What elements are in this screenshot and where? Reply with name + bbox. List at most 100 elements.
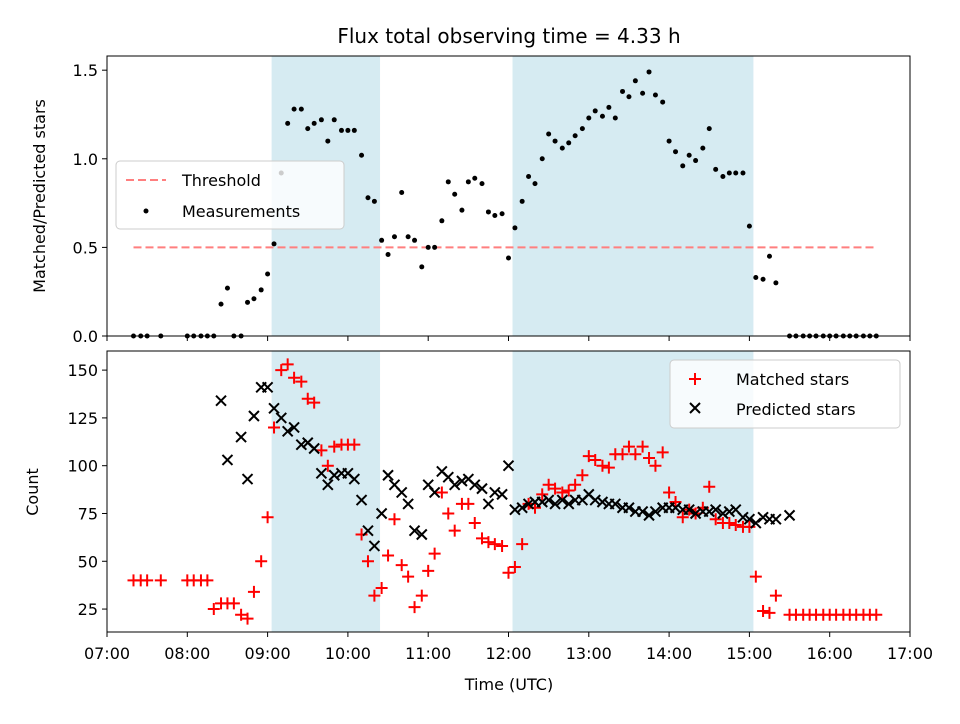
predicted-star-point	[295, 438, 308, 451]
matched-star-point	[361, 555, 374, 568]
predicted-star-point	[275, 412, 287, 424]
predicted-star-point	[476, 482, 488, 495]
matched-star-point	[569, 478, 582, 491]
predicted-star-point	[241, 473, 254, 485]
predicted-star-point	[643, 509, 655, 522]
predicted-star-point	[362, 524, 374, 537]
predicted-star-point	[516, 502, 528, 514]
measurement-point	[338, 127, 344, 133]
bottom-x-tick-label: 10:00	[325, 644, 371, 663]
measurement-point	[652, 92, 658, 98]
matched-star-point	[288, 371, 301, 384]
matched-star-point	[275, 364, 288, 377]
matched-star-point	[295, 375, 308, 388]
predicted-star-point	[609, 498, 622, 510]
matched-star-point	[643, 452, 656, 465]
measurement-point	[291, 106, 297, 112]
matched-star-point	[141, 574, 154, 587]
measurement-point	[693, 158, 699, 164]
matched-star-point	[382, 549, 395, 562]
predicted-star-point	[723, 505, 736, 518]
predicted-star-point	[268, 402, 280, 415]
predicted-star-point	[315, 467, 328, 480]
predicted-star-point	[502, 459, 515, 472]
matched-star-point	[482, 536, 495, 549]
measurement-point	[746, 223, 752, 229]
measurement-point	[546, 131, 552, 137]
measurement-point	[760, 276, 766, 282]
measurement-point	[425, 244, 431, 250]
matched-star-point	[729, 518, 742, 531]
bottom-y-tick-label: 100	[67, 457, 98, 476]
matched-star-point	[207, 603, 220, 616]
measurement-point	[245, 299, 251, 305]
measurement-point	[359, 152, 365, 158]
bottom-panel-legend-box	[669, 359, 901, 429]
measurement-point	[566, 140, 572, 146]
measurement-point	[666, 138, 672, 144]
matched-star-point	[508, 561, 521, 574]
measurement-point	[271, 241, 277, 247]
predicted-star-point	[408, 524, 421, 537]
bottom-panel-y-label: Count	[23, 468, 42, 516]
bottom-x-tick-label: 17:00	[887, 644, 933, 663]
predicted-star-point	[757, 511, 769, 524]
predicted-star-point	[428, 486, 441, 499]
predicted-star-point	[248, 410, 260, 422]
matched-star-point	[596, 459, 609, 472]
bottom-panel-y-ticks: 25 50 75 100 125 150	[67, 361, 107, 619]
predicted-star-point	[623, 502, 635, 514]
measurement-point	[419, 264, 425, 270]
matched-star-point	[602, 461, 615, 474]
predicted-star-point	[375, 507, 388, 520]
matched-star-point	[268, 421, 281, 434]
legend-measurements-swatch	[143, 208, 149, 214]
measurement-point	[673, 149, 679, 155]
measurement-point	[405, 234, 411, 240]
matched-star-point	[301, 392, 314, 405]
predicted-star-point	[636, 505, 649, 518]
bottom-x-tick-label: 11:00	[405, 644, 451, 663]
matched-star-point	[154, 574, 167, 587]
predicted-star-point	[215, 394, 227, 407]
top-panel: 0.0 0.5 1.0 1.5 Flux total observing time =…	[30, 24, 911, 346]
predicted-star-point	[261, 381, 274, 394]
matched-star-point	[723, 517, 736, 530]
measurement-point	[640, 90, 646, 96]
measurement-point	[305, 126, 311, 132]
measurement-point	[646, 69, 652, 75]
measurement-point	[218, 301, 224, 307]
predicted-star-point	[703, 505, 715, 518]
measurement-point	[385, 251, 391, 257]
matched-star-point	[247, 585, 260, 598]
measurement-point	[599, 113, 605, 119]
top-panel-legend: Threshold Measurements	[115, 160, 345, 230]
measurement-point	[331, 117, 337, 123]
predicted-star-point	[322, 479, 334, 491]
measurement-point	[519, 198, 525, 204]
legend-measurements-label: Measurements	[182, 202, 300, 221]
bottom-y-tick-label: 25	[78, 600, 98, 619]
measurement-point	[365, 195, 371, 201]
matched-star-point	[308, 396, 321, 409]
measurement-point	[766, 253, 772, 259]
matched-star-point	[468, 517, 481, 530]
predicted-star-point	[683, 503, 695, 516]
matched-star-point	[663, 486, 676, 499]
matched-star-point	[448, 524, 461, 537]
measurement-point	[298, 106, 304, 112]
matched-star-point	[669, 496, 682, 509]
measurement-point	[345, 127, 351, 133]
matched-star-point	[649, 459, 662, 472]
measurement-point	[660, 99, 666, 105]
top-panel-y-label: Matched/Predicted stars	[30, 99, 49, 293]
matched-star-point	[556, 486, 569, 499]
measurement-point	[726, 170, 732, 176]
matched-star-point	[388, 513, 401, 526]
measurement-point	[572, 133, 578, 139]
measurement-point	[224, 285, 230, 291]
predicted-star-point	[563, 498, 575, 510]
measurement-point	[526, 174, 532, 180]
matched-star-point	[462, 497, 475, 510]
